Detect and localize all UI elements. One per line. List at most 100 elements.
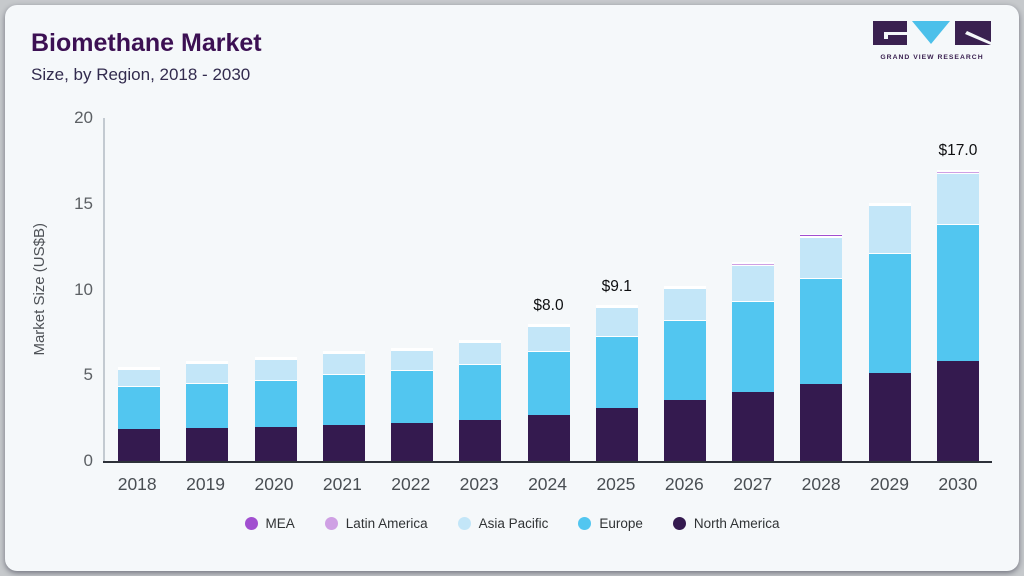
- segment-latin-america: [800, 235, 843, 238]
- segment-europe: [527, 351, 570, 415]
- segment-asia-pacific: [663, 287, 706, 320]
- segment-latin-america: [663, 286, 706, 288]
- segment-asia-pacific: [732, 264, 775, 301]
- segment-latin-america: [595, 305, 638, 307]
- x-tick-label-2024: 2024: [528, 474, 567, 494]
- segment-mea: [459, 339, 502, 341]
- legend-label: Asia Pacific: [478, 516, 549, 531]
- segment-asia-pacific: [186, 363, 229, 383]
- x-tick-label-2019: 2019: [186, 474, 226, 494]
- segment-europe: [391, 370, 434, 424]
- bar-slot-2023: [446, 118, 514, 461]
- gvr-logo-icon: [873, 21, 991, 45]
- x-axis-line: [103, 461, 992, 463]
- x-tick-label-2018: 2018: [117, 474, 157, 494]
- legend-dot-icon: [578, 517, 592, 530]
- bar-slot-2021: [310, 118, 378, 461]
- segment-europe: [732, 300, 775, 393]
- segment-latin-america: [868, 204, 911, 206]
- page-subtitle: Size, by Region, 2018 - 2030: [31, 65, 251, 84]
- bar-slot-2030: $17.0: [924, 118, 992, 461]
- segment-latin-america: [732, 263, 775, 265]
- y-tick-label: 5: [83, 365, 93, 385]
- segment-north-america: [459, 419, 502, 461]
- segment-europe: [663, 319, 706, 401]
- legend-dot-icon: [244, 517, 258, 530]
- x-tick-label-2028: 2028: [801, 474, 841, 494]
- segment-europe: [322, 374, 365, 425]
- segment-europe: [868, 252, 911, 373]
- y-tick-label: 15: [74, 193, 93, 213]
- legend-item-mea: MEA: [244, 516, 295, 531]
- stacked-bar-2024: [527, 323, 570, 461]
- segment-asia-pacific: [118, 369, 161, 387]
- segment-north-america: [868, 372, 911, 461]
- stacked-bar-2018: [118, 367, 161, 461]
- bar-slot-2029: [856, 118, 924, 461]
- segment-asia-pacific: [936, 172, 979, 225]
- stacked-bar-2020: [254, 356, 297, 461]
- bar-chart: Market Size (US$B) $8.0 $9.1 $17.0 0 5 10 15 2…: [25, 108, 1012, 495]
- segment-north-america: [527, 414, 570, 461]
- segment-mea: [322, 350, 365, 352]
- stacked-bar-2030: [936, 169, 979, 461]
- segment-mea: [527, 323, 570, 325]
- segment-mea: [663, 285, 706, 287]
- segment-latin-america: [459, 340, 502, 342]
- x-tick-label-2022: 2022: [391, 474, 431, 494]
- stacked-bar-2026: [663, 285, 706, 461]
- legend-item-europe: Europe: [578, 516, 643, 531]
- y-tick-label: 0: [83, 451, 93, 470]
- x-tick-label-2021: 2021: [322, 474, 362, 494]
- gvr-logo: GRAND VIEW RESEARCH: [871, 20, 993, 61]
- x-tick-label-2023: 2023: [459, 474, 499, 494]
- segment-asia-pacific: [254, 358, 297, 380]
- segment-latin-america: [322, 351, 365, 353]
- x-tick-label-2030: 2030: [938, 474, 978, 494]
- x-tick-label-2027: 2027: [733, 474, 773, 494]
- stacked-bar-2022: [391, 347, 434, 461]
- legend-item-asia-pacific: Asia Pacific: [457, 516, 549, 531]
- bar-value-label-2030: $17.0: [938, 142, 978, 160]
- segment-asia-pacific: [595, 306, 638, 336]
- stacked-bar-2019: [186, 361, 229, 461]
- y-tick-label: 20: [74, 108, 93, 127]
- segment-europe: [936, 224, 979, 361]
- legend-item-latin-america: Latin America: [324, 516, 428, 531]
- segment-asia-pacific: [322, 352, 365, 375]
- bar-slot-2028: [787, 118, 855, 461]
- segment-north-america: [391, 423, 434, 461]
- segment-latin-america: [254, 357, 297, 359]
- plot-area: $8.0 $9.1 $17.0 0 5 10 15 20: [74, 108, 992, 470]
- y-axis-title: Market Size (US$B): [31, 223, 48, 356]
- stacked-bar-2025: [595, 304, 638, 461]
- segment-mea: [868, 202, 911, 205]
- segment-north-america: [732, 392, 775, 461]
- chart-legend: MEA Latin America Asia Pacific Europe North …: [5, 516, 1019, 531]
- legend-label: North America: [693, 516, 780, 531]
- segment-mea: [118, 367, 161, 369]
- x-tick-label-2025: 2025: [596, 474, 636, 494]
- legend-item-north-america: North America: [672, 516, 780, 531]
- bars-container: $8.0 $9.1 $17.0: [105, 118, 992, 461]
- bar-slot-2019: [173, 118, 241, 461]
- segment-north-america: [663, 400, 706, 461]
- segment-latin-america: [118, 368, 161, 370]
- page-title: Biomethane Market: [31, 29, 262, 57]
- segment-europe: [254, 379, 297, 427]
- bar-slot-2025: $9.1: [583, 118, 651, 461]
- stacked-bar-2021: [322, 350, 365, 461]
- segment-europe: [800, 278, 843, 384]
- stacked-bar-2028: [800, 234, 843, 461]
- segment-mea: [936, 169, 979, 172]
- x-tick-label-2020: 2020: [254, 474, 294, 494]
- x-axis-labels: 2018 2019 2020 2021 2022 2023 2024 2025 2026 2027…: [103, 474, 992, 495]
- segment-europe: [118, 386, 161, 430]
- chart-card: Biomethane Market Size, by Region, 2018 …: [5, 5, 1019, 571]
- segment-mea: [800, 234, 843, 236]
- segment-asia-pacific: [391, 349, 434, 371]
- segment-mea: [254, 356, 297, 358]
- segment-north-america: [936, 360, 979, 461]
- segment-asia-pacific: [800, 237, 843, 279]
